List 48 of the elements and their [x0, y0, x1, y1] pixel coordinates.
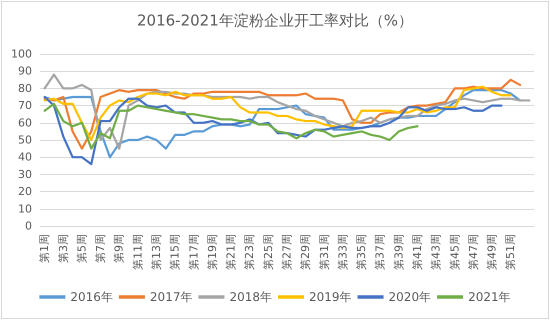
x-tick-label: 第45周	[448, 234, 462, 270]
y-tick-label: 40	[18, 150, 32, 164]
x-tick-label: 第23周	[243, 234, 256, 270]
legend-label: 2020年	[388, 290, 432, 304]
x-tick-label: 第43周	[430, 234, 443, 270]
x-tick-label: 第9周	[112, 234, 126, 263]
x-tick-label: 第51周	[504, 234, 518, 270]
y-tick-label: 80	[18, 82, 32, 95]
x-tick-label: 第5周	[75, 234, 88, 263]
y-tick-label: 10	[18, 202, 32, 216]
legend-label: 2017年	[150, 290, 192, 304]
x-tick-label: 第29周	[299, 234, 312, 270]
line-series	[44, 86, 512, 142]
y-tick-label: 60	[18, 116, 32, 130]
x-tick-label: 第49周	[486, 234, 499, 270]
chart-title: 2016-2021年淀粉企业开工率对比（%）	[136, 12, 414, 30]
x-tick-label: 第35周	[355, 234, 368, 270]
x-tick-label: 第25周	[262, 234, 275, 270]
x-tick-label: 第3周	[56, 234, 70, 263]
x-tick-label: 第11周	[131, 234, 144, 270]
x-tick-label: 第13周	[150, 234, 164, 270]
x-tick-label: 第17周	[187, 234, 200, 270]
x-tick-label: 第37周	[374, 234, 387, 270]
x-tick-label: 第19周	[206, 234, 219, 270]
line-series	[44, 102, 419, 150]
line-series	[44, 96, 502, 166]
x-tick-label: 第33周	[336, 234, 350, 270]
y-tick-label: 20	[18, 185, 32, 198]
x-tick-label: 第15周	[168, 234, 182, 270]
y-tick-label: 0	[25, 220, 32, 232]
legend-label: 2019年	[309, 290, 352, 304]
y-tick-label: 70	[18, 99, 32, 112]
x-tick-label: 第41周	[410, 234, 424, 270]
legend-label: 2021年	[468, 290, 511, 304]
line-series	[44, 89, 522, 158]
legend-label: 2016年	[70, 290, 113, 304]
legend-label: 2018年	[229, 290, 272, 304]
x-tick-label: 第31周	[318, 234, 331, 270]
y-tick-label: 50	[18, 134, 32, 146]
x-tick-label: 第1周	[38, 234, 52, 263]
x-tick-label: 第27周	[280, 234, 294, 270]
x-tick-label: 第39周	[392, 234, 406, 270]
y-tick-label: 30	[18, 168, 32, 181]
y-tick-label: 90	[18, 64, 32, 78]
x-tick-label: 第7周	[94, 234, 108, 263]
x-tick-label: 第21周	[224, 234, 238, 270]
x-tick-label: 第47周	[466, 234, 480, 270]
y-tick-label: 100	[11, 48, 32, 60]
